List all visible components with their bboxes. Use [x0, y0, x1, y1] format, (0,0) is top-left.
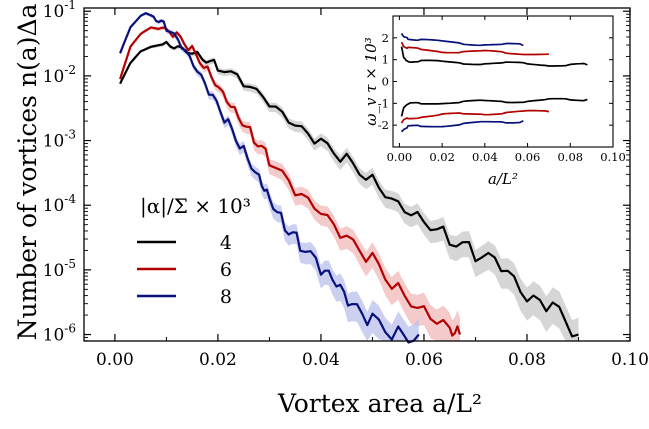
legend-label-8: 8 [220, 286, 232, 308]
legend: |α|/Σ × 10³ 4 6 8 [137, 194, 251, 308]
y-tick-base: 10 [43, 132, 65, 152]
inset-series-6-negative [400, 109, 550, 124]
y-tick-label: 10-4 [43, 192, 77, 216]
y-tick-exponent: -4 [64, 192, 76, 206]
inset-x-tick-label: 0.04 [472, 150, 498, 164]
y-axis-label: Number of vortices n(a)Δa [13, 3, 42, 340]
x-tick-label: 0.02 [199, 350, 237, 370]
y-tick-label: 10-2 [43, 63, 76, 87]
main-series-lines [119, 12, 579, 344]
y-tick-base: 10 [43, 326, 65, 346]
y-tick-label: 10-1 [43, 0, 76, 22]
inset-series-8-positive [400, 32, 524, 47]
y-tick-label: 10-3 [43, 128, 76, 152]
inset-x-tick-label: 0.06 [515, 150, 541, 164]
inset-series-4-negative [400, 97, 588, 117]
x-tick-label: 0.06 [405, 350, 443, 370]
series-4-line [119, 40, 579, 338]
inset-series-8-negative [400, 120, 524, 133]
series-8-line [119, 12, 420, 344]
y-tick-label: 10-5 [43, 257, 76, 281]
y-tick-exponent: -6 [64, 322, 76, 336]
y-tick-exponent: -2 [64, 63, 76, 77]
inset-series-6-positive [400, 41, 549, 56]
y-tick-base: 10 [43, 196, 65, 216]
inset-x-tick-label: 0.08 [557, 150, 583, 164]
inset-y-tick-label: 0 [382, 75, 389, 89]
inset-y-tick-label: 2 [382, 31, 389, 45]
y-tick-exponent: -1 [64, 0, 76, 12]
inset-y-axis-label: ω_v τ × 10³ [362, 37, 380, 125]
inset-y-tick-label: -2 [378, 118, 389, 132]
legend-label-6: 6 [220, 259, 232, 281]
series-4-band [120, 40, 579, 342]
inset-x-tick-label: 0.10 [600, 150, 626, 164]
x-tick-label: 0.10 [611, 350, 649, 370]
inset-x-tick-label: 0.00 [387, 150, 413, 164]
x-tick-label: 0.04 [302, 350, 340, 370]
inset-series-4-positive [400, 46, 588, 67]
y-tick-base: 10 [43, 2, 65, 22]
y-tick-base: 10 [43, 261, 65, 281]
inset-y-tick-label: -1 [378, 96, 389, 110]
series-6-line [119, 26, 462, 337]
y-tick-exponent: -3 [64, 128, 76, 142]
y-tick-label: 10-6 [43, 322, 76, 346]
legend-label-4: 4 [220, 232, 232, 254]
inset-x-axis-label: a/L² [488, 170, 518, 188]
inset-x-tick-label: 0.02 [429, 150, 455, 164]
x-tick-label: 0.00 [96, 350, 134, 370]
main-axes: 0.00 0.02 0.04 0.06 0.08 0.1010-110-210-310-4… [43, 0, 649, 370]
inset-y-tick-label: 1 [382, 53, 389, 67]
x-tick-label: 0.08 [508, 350, 546, 370]
y-tick-exponent: -5 [64, 257, 76, 271]
legend-title: |α|/Σ × 10³ [140, 194, 251, 219]
inset-chart: 0.00 0.02 0.04 0.06 0.08 0.10 2 1 0 -1 -2 a/L² ω_v τ… [362, 15, 626, 188]
y-tick-base: 10 [43, 67, 65, 87]
x-axis-label: Vortex area a/L² [277, 389, 482, 418]
